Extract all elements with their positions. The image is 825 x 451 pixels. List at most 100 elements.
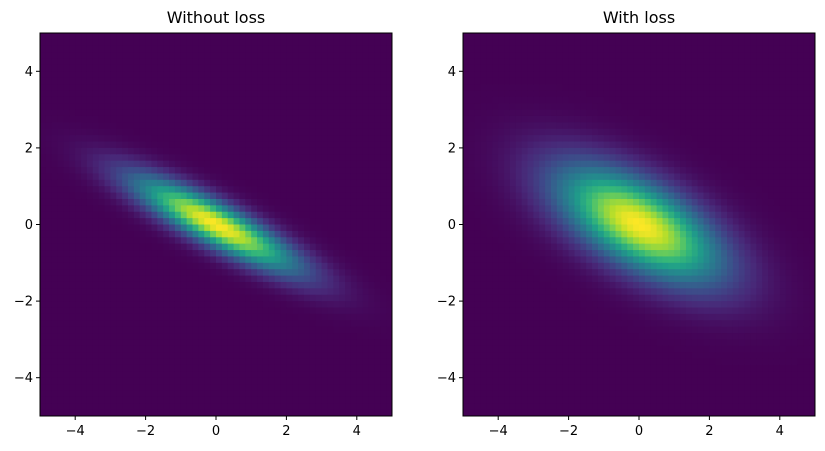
heatmap-cell bbox=[75, 224, 82, 232]
heatmap-cell bbox=[339, 173, 346, 181]
heatmap-cell bbox=[492, 211, 499, 219]
heatmap-cell bbox=[586, 160, 593, 168]
heatmap-cell bbox=[116, 237, 123, 245]
heatmap-cell bbox=[345, 179, 352, 187]
heatmap-cell bbox=[592, 320, 599, 328]
heatmap-cell bbox=[151, 281, 158, 289]
heatmap-cell bbox=[592, 58, 599, 66]
heatmap-cell bbox=[169, 96, 176, 104]
heatmap-cell bbox=[533, 173, 540, 181]
y-tick-label: 4 bbox=[25, 65, 33, 80]
heatmap-cell bbox=[239, 320, 246, 328]
heatmap-cell bbox=[486, 211, 493, 219]
heatmap-cell bbox=[128, 64, 135, 72]
heatmap-cell bbox=[75, 84, 82, 92]
heatmap-cell bbox=[492, 64, 499, 72]
heatmap-cell bbox=[174, 167, 182, 175]
heatmap-cell bbox=[568, 33, 576, 40]
heatmap-cell bbox=[227, 179, 235, 187]
heatmap-cell bbox=[515, 84, 523, 92]
heatmap-cell bbox=[122, 45, 129, 53]
heatmap-cell bbox=[527, 352, 534, 360]
heatmap-cell bbox=[498, 339, 505, 347]
heatmap-cell bbox=[81, 103, 88, 111]
heatmap-cell bbox=[545, 358, 552, 366]
heatmap-cell bbox=[527, 167, 534, 175]
heatmap-cell bbox=[286, 45, 293, 53]
heatmap-cell bbox=[350, 58, 358, 66]
heatmap-cell bbox=[333, 115, 340, 123]
heatmap-cell bbox=[257, 205, 264, 213]
heatmap-cell bbox=[210, 167, 217, 175]
heatmap-cell bbox=[239, 237, 246, 245]
heatmap-cell bbox=[133, 167, 141, 175]
heatmap-cell bbox=[169, 256, 176, 264]
heatmap-cell bbox=[551, 198, 558, 206]
heatmap-cell bbox=[309, 237, 317, 245]
heatmap-cell bbox=[309, 384, 317, 392]
heatmap-cell bbox=[309, 141, 317, 149]
heatmap-cell bbox=[298, 84, 305, 92]
heatmap-cell bbox=[380, 173, 387, 181]
heatmap-cell bbox=[92, 45, 100, 53]
heatmap-cell bbox=[274, 333, 282, 340]
heatmap-cell bbox=[586, 352, 593, 360]
heatmap-cell bbox=[280, 147, 287, 155]
heatmap-cell bbox=[539, 377, 546, 385]
heatmap-cell bbox=[509, 364, 517, 372]
heatmap-cell bbox=[474, 160, 482, 168]
heatmap-cell bbox=[110, 103, 117, 111]
heatmap-cell bbox=[463, 52, 470, 60]
heatmap-cell bbox=[51, 384, 59, 392]
heatmap-cell bbox=[286, 179, 293, 187]
heatmap-cell bbox=[92, 160, 100, 168]
heatmap-cell bbox=[169, 33, 176, 40]
heatmap-cell bbox=[498, 115, 505, 123]
heatmap-cell bbox=[545, 186, 552, 194]
heatmap-cell bbox=[509, 211, 517, 219]
heatmap-cell bbox=[98, 288, 106, 296]
heatmap-cell bbox=[515, 281, 523, 289]
heatmap-cell bbox=[210, 377, 217, 385]
heatmap-cell bbox=[245, 237, 252, 245]
heatmap-cell bbox=[274, 109, 282, 117]
heatmap-cell bbox=[292, 262, 299, 270]
heatmap-cell bbox=[504, 109, 511, 117]
heatmap-cell bbox=[116, 167, 123, 175]
heatmap-cell bbox=[551, 84, 558, 92]
heatmap-cell bbox=[110, 167, 117, 175]
heatmap-cell bbox=[568, 390, 576, 398]
heatmap-cell bbox=[521, 211, 529, 219]
heatmap-cell bbox=[81, 275, 88, 283]
heatmap-cell bbox=[98, 218, 106, 226]
heatmap-cell bbox=[592, 147, 599, 155]
heatmap-cell bbox=[57, 339, 65, 347]
heatmap-cell bbox=[386, 141, 392, 149]
heatmap-cell bbox=[110, 345, 117, 353]
heatmap-cell bbox=[527, 64, 534, 72]
heatmap-cell bbox=[380, 205, 387, 213]
heatmap-cell bbox=[574, 71, 581, 79]
heatmap-cell bbox=[292, 288, 299, 296]
heatmap-cell bbox=[268, 224, 276, 232]
heatmap-cell bbox=[368, 307, 375, 315]
heatmap-cell bbox=[480, 192, 488, 200]
heatmap-cell bbox=[145, 371, 153, 379]
heatmap-cell bbox=[204, 301, 211, 309]
heatmap-cell bbox=[350, 90, 358, 98]
heatmap-cell bbox=[145, 364, 153, 372]
heatmap-cell bbox=[551, 122, 558, 130]
heatmap-cell bbox=[198, 294, 205, 302]
heatmap-cell bbox=[274, 288, 282, 296]
heatmap-cell bbox=[539, 122, 546, 130]
heatmap-cell bbox=[568, 339, 576, 347]
heatmap-cell bbox=[474, 237, 482, 245]
heatmap-cell bbox=[45, 128, 53, 136]
heatmap-cell bbox=[545, 115, 552, 123]
heatmap-cell bbox=[521, 390, 529, 398]
heatmap-cell bbox=[292, 103, 299, 111]
heatmap-cell bbox=[586, 390, 593, 398]
heatmap-cell bbox=[309, 128, 317, 136]
heatmap-cell bbox=[216, 403, 223, 411]
heatmap-cell bbox=[239, 173, 246, 181]
